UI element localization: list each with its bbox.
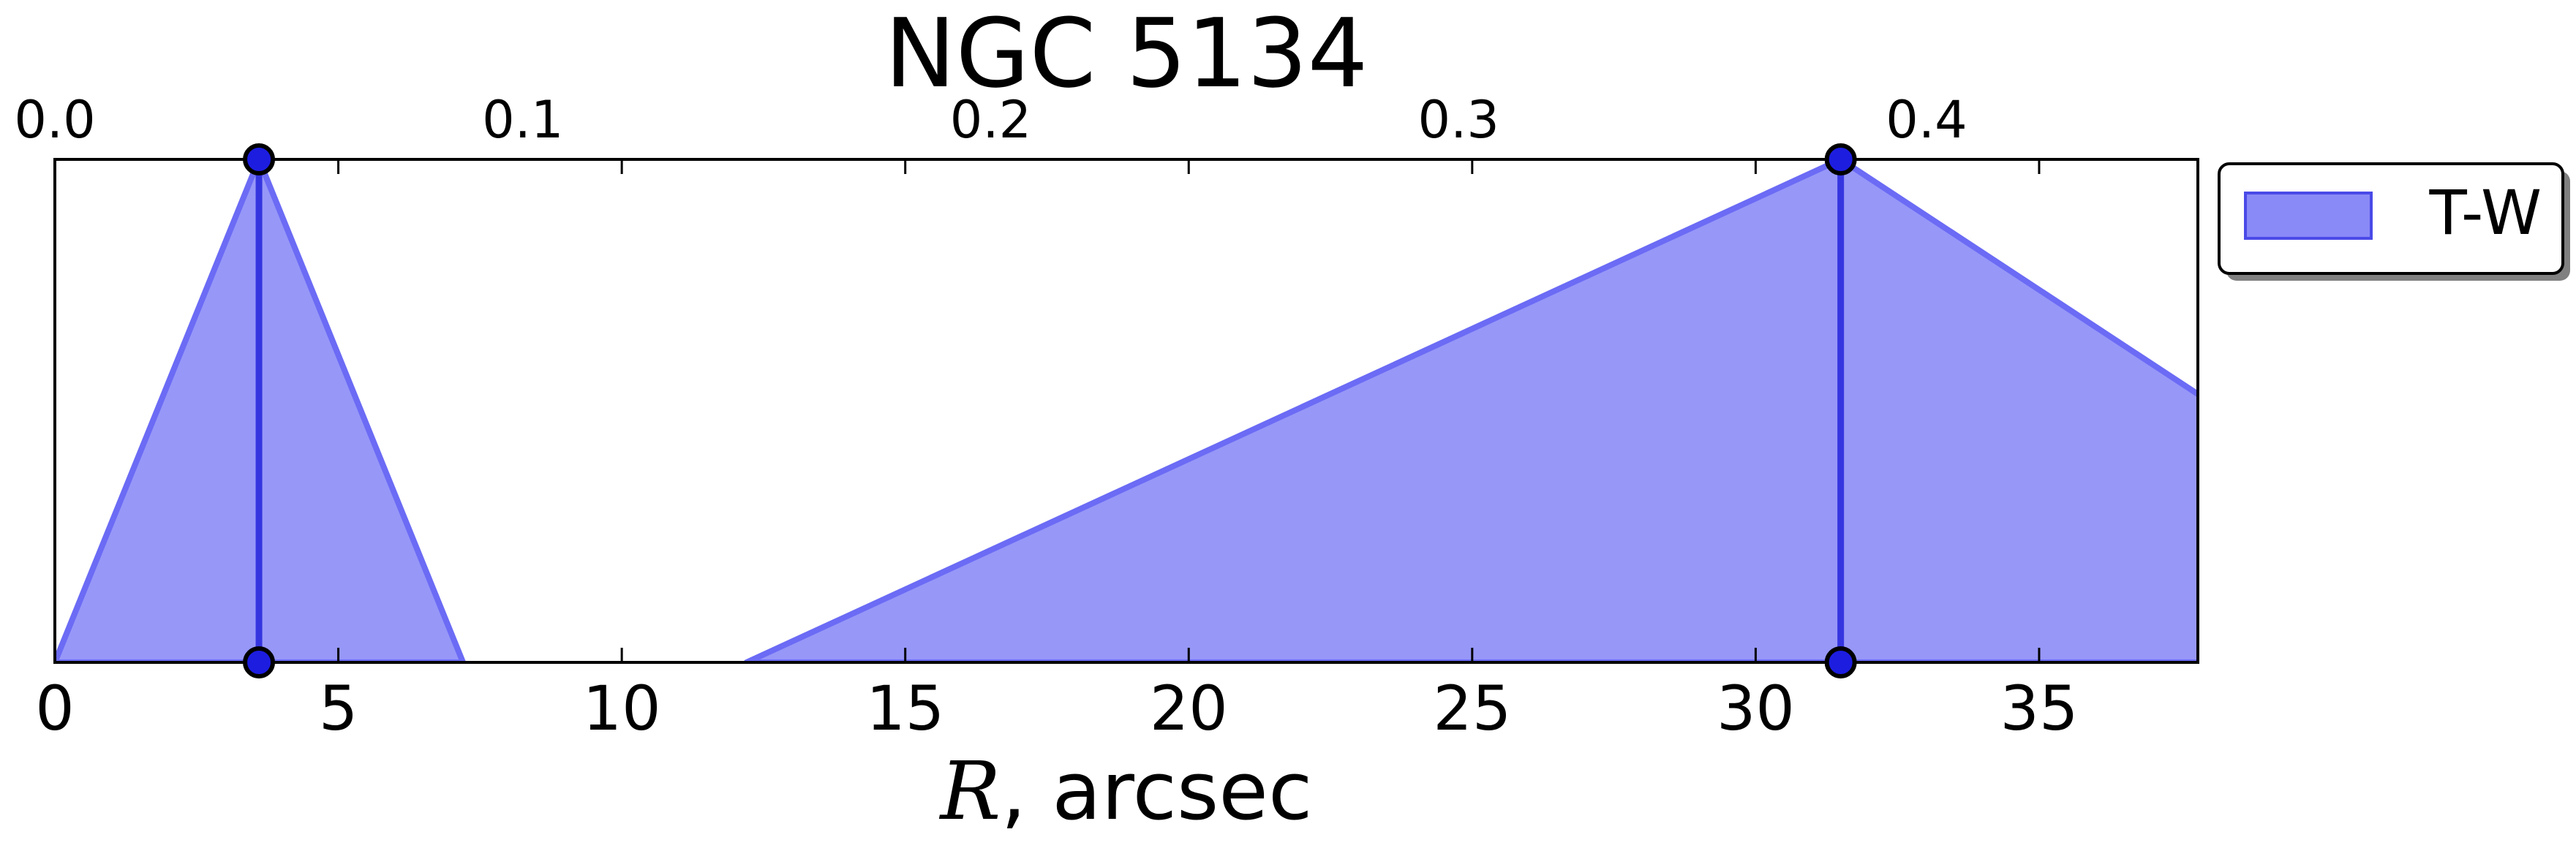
- top-axis-ticks: 0.0 0.1 0.2 0.3 0.4: [14, 90, 1967, 150]
- markers: [243, 143, 1857, 678]
- x-tick-label: 0: [35, 673, 74, 744]
- plot-frame: [53, 158, 2199, 664]
- legend: T-W: [2218, 162, 2570, 281]
- marker-bottom-1: [243, 646, 276, 678]
- top-tick-label: 0.3: [1418, 90, 1499, 150]
- marker-bottom-2: [1824, 646, 1857, 678]
- x-tick-label: 25: [1433, 673, 1511, 744]
- marker-lines: [255, 159, 1845, 662]
- x-tick-label: 20: [1150, 673, 1228, 744]
- legend-frame: [2218, 162, 2564, 275]
- x-tick-label: 5: [319, 673, 358, 744]
- marker-top-2: [1824, 143, 1857, 175]
- x-axis-variable: R: [939, 744, 1001, 838]
- x-tick-label: 30: [1717, 673, 1795, 744]
- x-tick-label: 10: [583, 673, 661, 744]
- area-2: [743, 159, 2198, 662]
- x-axis-ticks: 0 5 10 15 20 25 30 35: [35, 159, 2078, 744]
- x-tick-label: 15: [866, 673, 944, 744]
- legend-swatch: [2244, 192, 2373, 240]
- x-axis-label: R, arcsec: [939, 744, 1313, 838]
- top-tick-label: 0.0: [14, 90, 95, 150]
- legend-label: T-W: [2428, 177, 2542, 249]
- top-tick-label: 0.2: [950, 90, 1031, 150]
- x-axis-unit: , arcsec: [1001, 744, 1312, 838]
- top-tick-label: 0.1: [482, 90, 563, 150]
- chart-title: NGC 5134: [885, 0, 1368, 109]
- top-tick-label: 0.4: [1886, 90, 1967, 150]
- marker-top-1: [243, 143, 276, 175]
- x-tick-label: 35: [2000, 673, 2079, 744]
